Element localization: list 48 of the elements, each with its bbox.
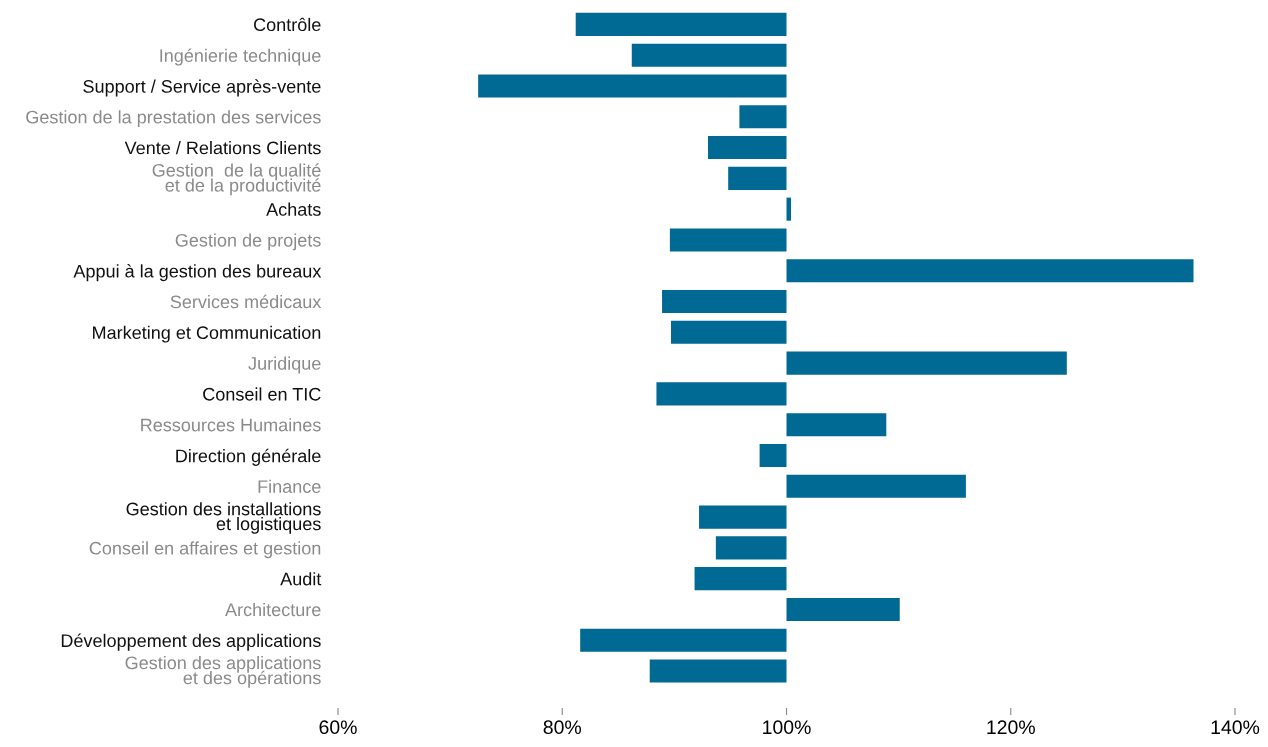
bar xyxy=(786,351,1067,375)
y-tick-label: Ingénierie technique xyxy=(160,48,321,66)
y-tick-label: Gestion des applications et des opérations xyxy=(125,655,321,688)
y-tick-label: Services médicaux xyxy=(170,294,322,309)
y-tick-label: Conseil en TIC xyxy=(203,387,321,401)
bar xyxy=(786,413,887,437)
y-tick-label: Vente / Relations Clients xyxy=(124,141,321,155)
bar xyxy=(694,567,787,591)
bar xyxy=(631,43,787,67)
bar xyxy=(739,105,787,129)
x-tick-label: 60% xyxy=(319,720,357,735)
bar xyxy=(708,136,787,160)
x-tick-label: 140% xyxy=(1211,720,1260,735)
y-tick-label: Support / Service après-vente xyxy=(83,79,321,97)
bar xyxy=(669,228,787,252)
bar xyxy=(759,443,787,468)
bar xyxy=(671,320,787,344)
bar xyxy=(786,597,900,622)
y-tick-label: Marketing et Communication xyxy=(93,325,321,343)
bar xyxy=(656,382,787,406)
y-tick-label: Audit xyxy=(280,572,322,586)
bar xyxy=(575,12,787,36)
x-tick-label: 120% xyxy=(987,720,1035,735)
bar xyxy=(580,628,787,652)
y-tick-label: Gestion de la qualité et de la productivité xyxy=(152,163,321,196)
y-tick-label: Finance xyxy=(258,479,321,494)
y-tick-label: Gestion de projets xyxy=(175,233,321,251)
bar xyxy=(715,536,787,560)
bar xyxy=(786,474,966,498)
bar xyxy=(478,74,787,98)
bar xyxy=(728,166,787,190)
bar xyxy=(649,659,787,683)
y-tick-label: Achats xyxy=(266,202,321,216)
bar xyxy=(662,289,787,314)
y-tick-label: Développement des applications xyxy=(61,633,321,651)
y-tick-label: Ressources Humaines xyxy=(141,418,321,432)
x-tick-label: 80% xyxy=(543,720,582,735)
y-tick-label: Contrôle xyxy=(254,17,321,32)
bar xyxy=(699,505,787,529)
y-tick-label: Gestion de la prestation des services xyxy=(26,110,321,128)
y-tick-label: Conseil en affaires et gestion xyxy=(89,541,321,559)
y-tick-label: Direction générale xyxy=(176,448,321,466)
bar xyxy=(786,259,1194,283)
y-tick-label: Gestion des installations et logistiques xyxy=(126,502,321,534)
y-tick-label: Architecture xyxy=(225,602,321,617)
y-tick-label: Appui à la gestion des bureaux xyxy=(73,264,322,282)
y-tick-label: Juridique xyxy=(248,356,321,374)
x-tick-label: 100% xyxy=(763,720,811,735)
